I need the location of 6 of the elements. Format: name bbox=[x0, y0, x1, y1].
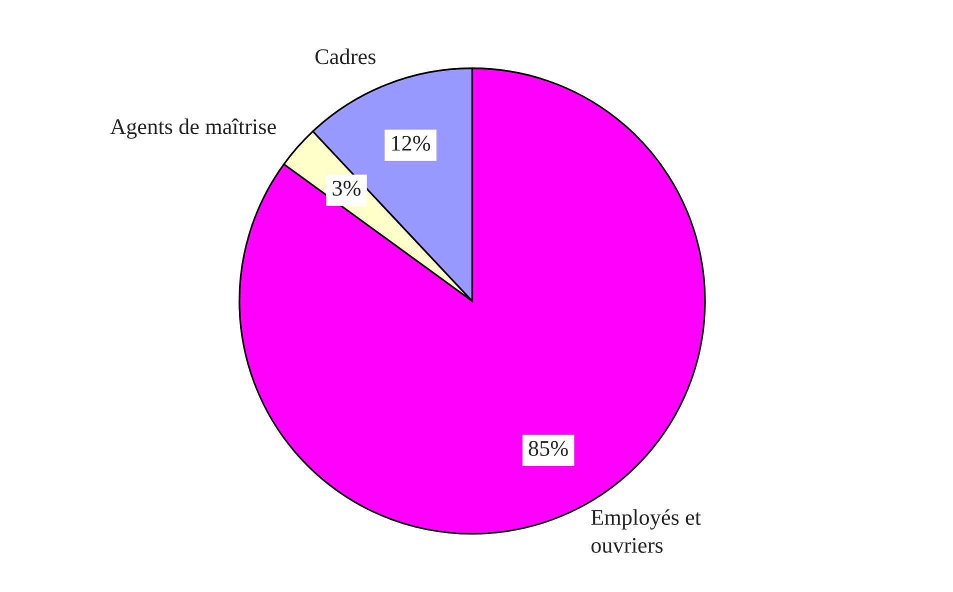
slice-label: Agents de maîtrise bbox=[110, 118, 276, 139]
data-label: 3% bbox=[332, 180, 361, 196]
slice-label: Cadres bbox=[315, 48, 376, 64]
data-label: 12% bbox=[392, 136, 430, 151]
data-label: 85% bbox=[528, 440, 568, 456]
slice-label: Employés et ouvriers bbox=[591, 509, 701, 553]
